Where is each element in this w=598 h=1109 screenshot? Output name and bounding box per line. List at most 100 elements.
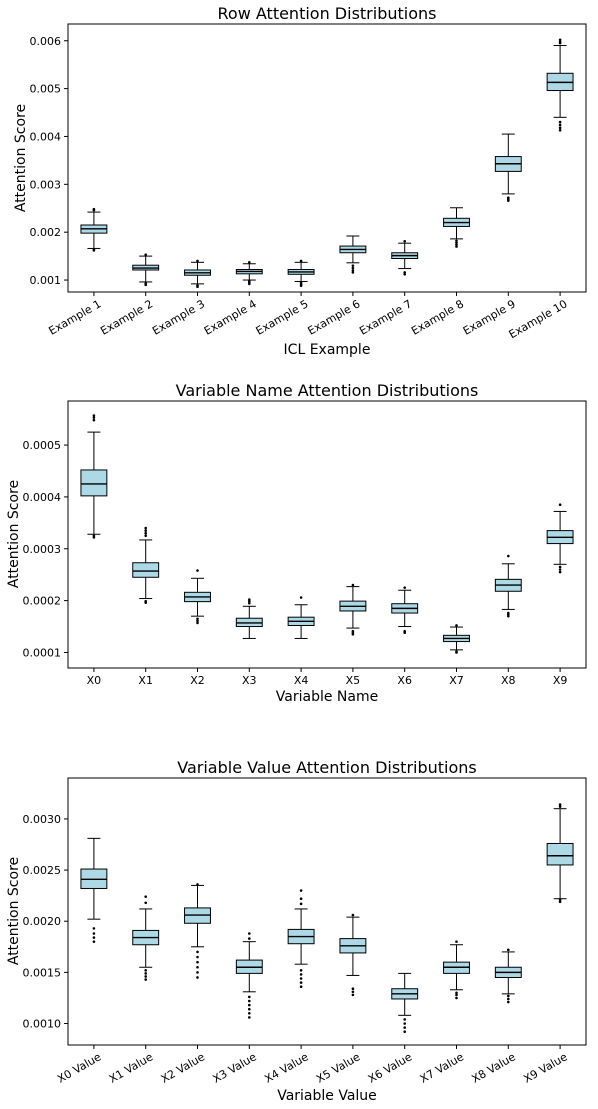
y-tick-label: 0.0002: [23, 595, 62, 608]
y-tick-label: 0.0020: [23, 915, 62, 928]
outlier-point: [351, 629, 355, 633]
outlier-point: [455, 239, 458, 243]
box-8: [443, 940, 470, 1000]
outlier-point: [92, 927, 96, 930]
outlier-point: [403, 1018, 407, 1021]
box-7: [391, 239, 419, 276]
x-tick-label: X1: [138, 674, 153, 687]
plot-frame: [67, 23, 587, 293]
box-6: [339, 235, 367, 274]
plot-frame: [67, 400, 587, 669]
chart-title: Variable Value Attention Distributions: [177, 758, 477, 777]
y-tick-label: 0.0025: [23, 864, 62, 877]
outlier-point: [144, 282, 147, 285]
outlier-point: [455, 996, 458, 1000]
y-tick-label: 0.0010: [23, 1018, 62, 1031]
outlier-point: [196, 960, 199, 964]
box-7: [391, 586, 419, 635]
outlier-point: [507, 1000, 510, 1004]
box-3: [184, 883, 211, 979]
outlier-point: [455, 993, 458, 997]
outlier-point: [507, 994, 510, 998]
x-tick-label: X6: [397, 674, 412, 687]
y-tick-label: 0.0003: [23, 543, 62, 556]
iqr-box: [80, 469, 108, 497]
outlier-point: [196, 955, 199, 959]
outlier-point: [403, 239, 407, 243]
outlier-point: [558, 803, 562, 806]
outlier-point: [507, 196, 510, 200]
outlier-point: [299, 902, 303, 906]
y-tick-label: 0.005: [30, 83, 62, 96]
x-tick-label: X9: [553, 674, 568, 687]
y-tick-label: 0.0005: [23, 439, 62, 452]
outlier-point: [144, 534, 147, 538]
y-tick-label: 0.0001: [23, 646, 62, 659]
outlier-point: [144, 901, 147, 905]
outlier-point: [144, 969, 147, 972]
outlier-point: [299, 897, 303, 901]
x-tick-label: X5: [346, 674, 361, 687]
outlier-point: [558, 40, 562, 44]
outlier-point: [558, 568, 562, 571]
outlier-point: [455, 624, 458, 627]
outlier-point: [558, 38, 562, 42]
y-tick-label: 0.0004: [23, 491, 62, 504]
box-9: [494, 133, 522, 202]
outlier-point: [248, 932, 251, 935]
outlier-point: [455, 243, 458, 246]
outlier-point: [299, 981, 303, 984]
box-9: [494, 554, 522, 618]
plot-frame: [67, 777, 587, 1046]
outlier-point: [403, 1030, 407, 1034]
outlier-point: [558, 805, 562, 808]
outlier-point: [299, 985, 303, 988]
outlier-point: [196, 259, 199, 263]
outlier-point: [299, 889, 303, 892]
outlier-point: [144, 526, 147, 530]
outlier-point: [144, 972, 147, 975]
box-5: [287, 889, 315, 988]
outlier-point: [92, 416, 96, 419]
outlier-point: [248, 601, 251, 605]
outlier-point: [248, 999, 251, 1003]
outlier-point: [558, 503, 562, 506]
outlier-point: [403, 1026, 407, 1029]
box-1: [80, 207, 108, 252]
outlier-point: [403, 272, 407, 276]
outlier-point: [144, 599, 147, 603]
outlier-point: [558, 120, 562, 124]
box-2: [132, 526, 160, 604]
x-tick-label: X2: [190, 674, 205, 687]
box-7: [391, 972, 419, 1034]
box-6: [339, 583, 367, 636]
outlier-point: [248, 1011, 251, 1015]
outlier-point: [403, 586, 407, 589]
outlier-point: [248, 1016, 251, 1019]
y-tick-label: 0.0015: [23, 966, 62, 979]
outlier-point: [351, 583, 355, 587]
outlier-point: [248, 1007, 251, 1011]
outlier-point: [196, 976, 199, 979]
y-tick-label: 0.0030: [23, 813, 62, 826]
outlier-point: [144, 978, 147, 981]
x-tick-label: X8: [501, 674, 516, 687]
x-axis-label: Variable Value: [277, 1088, 377, 1104]
x-axis-label: ICL Example: [284, 342, 371, 358]
y-tick-label: 0.004: [30, 130, 62, 143]
y-tick-label: 0.002: [30, 226, 62, 239]
outlier-point: [558, 570, 562, 574]
outlier-point: [196, 950, 199, 954]
outlier-point: [558, 128, 562, 132]
outlier-point: [144, 253, 147, 256]
outlier-point: [196, 965, 199, 969]
variable-name-attention-panel: Variable Name Attention Distributions Va…: [6, 381, 587, 705]
y-tick-label: 0.006: [30, 35, 62, 48]
outlier-point: [351, 987, 355, 991]
box-1: [80, 837, 108, 943]
outlier-point: [92, 418, 96, 422]
outlier-point: [403, 1022, 407, 1025]
outlier-point: [558, 898, 562, 902]
box-4: [235, 932, 263, 1019]
